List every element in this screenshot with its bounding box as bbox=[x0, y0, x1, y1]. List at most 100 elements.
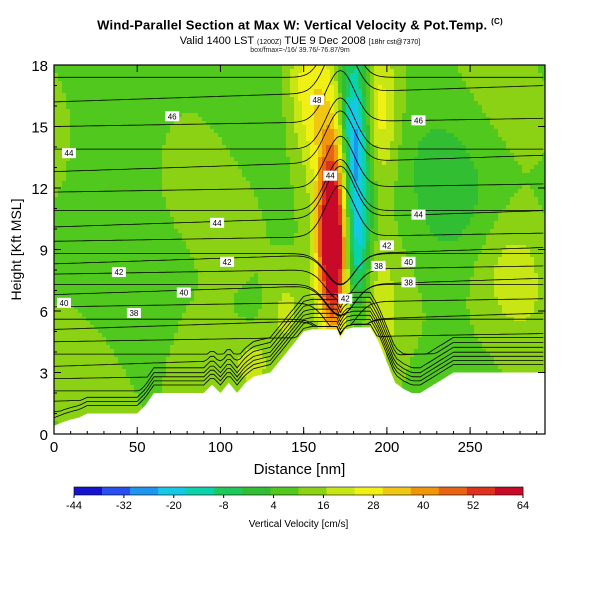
velocity-cell bbox=[174, 73, 179, 78]
velocity-cell bbox=[74, 133, 79, 138]
velocity-cell bbox=[74, 229, 79, 234]
velocity-cell bbox=[62, 329, 67, 334]
velocity-cell bbox=[130, 269, 135, 274]
velocity-cell bbox=[210, 85, 215, 90]
velocity-cell bbox=[174, 301, 179, 306]
velocity-cell bbox=[114, 293, 119, 298]
velocity-cell bbox=[186, 217, 191, 222]
velocity-cell bbox=[234, 297, 239, 302]
velocity-cell bbox=[130, 333, 135, 338]
velocity-cell bbox=[130, 129, 135, 134]
velocity-cell bbox=[214, 85, 219, 90]
velocity-cell bbox=[266, 201, 271, 206]
velocity-cell bbox=[62, 285, 67, 290]
velocity-cell bbox=[158, 101, 163, 106]
velocity-cell bbox=[242, 113, 247, 118]
velocity-cell bbox=[98, 237, 103, 242]
velocity-cell bbox=[242, 261, 247, 266]
velocity-cell bbox=[54, 153, 59, 158]
velocity-cell bbox=[182, 365, 187, 370]
velocity-cell bbox=[74, 277, 79, 282]
velocity-cell bbox=[198, 105, 203, 110]
velocity-cell bbox=[126, 401, 131, 406]
velocity-cell bbox=[150, 185, 155, 190]
velocity-cell bbox=[90, 77, 95, 82]
velocity-cell bbox=[102, 221, 107, 226]
velocity-cell bbox=[214, 273, 219, 278]
velocity-cell bbox=[190, 105, 195, 110]
velocity-cell bbox=[190, 193, 195, 198]
velocity-cell bbox=[142, 389, 147, 394]
velocity-cell bbox=[122, 65, 127, 70]
velocity-cell bbox=[74, 137, 79, 142]
velocity-cell bbox=[166, 309, 171, 314]
velocity-cell bbox=[234, 177, 239, 182]
velocity-cell bbox=[106, 333, 111, 338]
velocity-cell bbox=[210, 117, 215, 122]
velocity-cell bbox=[190, 117, 195, 122]
velocity-cell bbox=[194, 273, 199, 278]
velocity-cell bbox=[122, 309, 127, 314]
velocity-cell bbox=[258, 329, 263, 334]
velocity-cell bbox=[94, 349, 99, 354]
velocity-cell bbox=[98, 381, 103, 386]
velocity-cell bbox=[126, 353, 131, 358]
velocity-cell bbox=[226, 165, 231, 170]
velocity-cell bbox=[266, 65, 271, 70]
velocity-cell bbox=[238, 177, 243, 182]
velocity-cell bbox=[106, 237, 111, 242]
velocity-cell bbox=[214, 289, 219, 294]
velocity-cell bbox=[114, 369, 119, 374]
velocity-cell bbox=[226, 89, 231, 94]
velocity-cell bbox=[238, 85, 243, 90]
velocity-cell bbox=[210, 229, 215, 234]
velocity-cell bbox=[54, 177, 59, 182]
velocity-cell bbox=[78, 377, 83, 382]
velocity-cell bbox=[142, 169, 147, 174]
velocity-cell bbox=[130, 133, 135, 138]
velocity-cell bbox=[94, 401, 99, 406]
velocity-cell bbox=[82, 197, 87, 202]
velocity-cell bbox=[162, 101, 167, 106]
velocity-cell bbox=[130, 369, 135, 374]
velocity-cell bbox=[242, 129, 247, 134]
velocity-cell bbox=[262, 109, 267, 114]
velocity-cell bbox=[110, 205, 115, 210]
velocity-cell bbox=[222, 65, 227, 70]
velocity-cell bbox=[246, 277, 251, 282]
velocity-cell bbox=[122, 157, 127, 162]
velocity-cell bbox=[126, 145, 131, 150]
velocity-cell bbox=[258, 165, 263, 170]
velocity-cell bbox=[150, 285, 155, 290]
velocity-cell bbox=[78, 157, 83, 162]
velocity-cell bbox=[166, 85, 171, 90]
velocity-cell bbox=[106, 85, 111, 90]
velocity-cell bbox=[114, 301, 119, 306]
velocity-cell bbox=[122, 117, 127, 122]
velocity-cell bbox=[134, 101, 139, 106]
velocity-cell bbox=[86, 201, 91, 206]
velocity-cell bbox=[134, 325, 139, 330]
velocity-cell bbox=[214, 105, 219, 110]
velocity-cell bbox=[62, 209, 67, 214]
velocity-cell bbox=[158, 97, 163, 102]
velocity-cell bbox=[166, 177, 171, 182]
velocity-cell bbox=[254, 233, 259, 238]
velocity-cell bbox=[118, 221, 123, 226]
velocity-cell bbox=[178, 209, 183, 214]
velocity-cell bbox=[178, 73, 183, 78]
velocity-cell bbox=[154, 97, 159, 102]
velocity-cell bbox=[214, 181, 219, 186]
velocity-cell bbox=[230, 329, 235, 334]
velocity-cell bbox=[162, 193, 167, 198]
velocity-cell bbox=[74, 193, 79, 198]
velocity-cell bbox=[242, 253, 247, 258]
velocity-cell bbox=[226, 69, 231, 74]
velocity-cell bbox=[222, 233, 227, 238]
velocity-cell bbox=[198, 293, 203, 298]
velocity-cell bbox=[158, 213, 163, 218]
velocity-cell bbox=[134, 213, 139, 218]
velocity-cell bbox=[170, 265, 175, 270]
velocity-cell bbox=[170, 241, 175, 246]
velocity-cell bbox=[86, 237, 91, 242]
